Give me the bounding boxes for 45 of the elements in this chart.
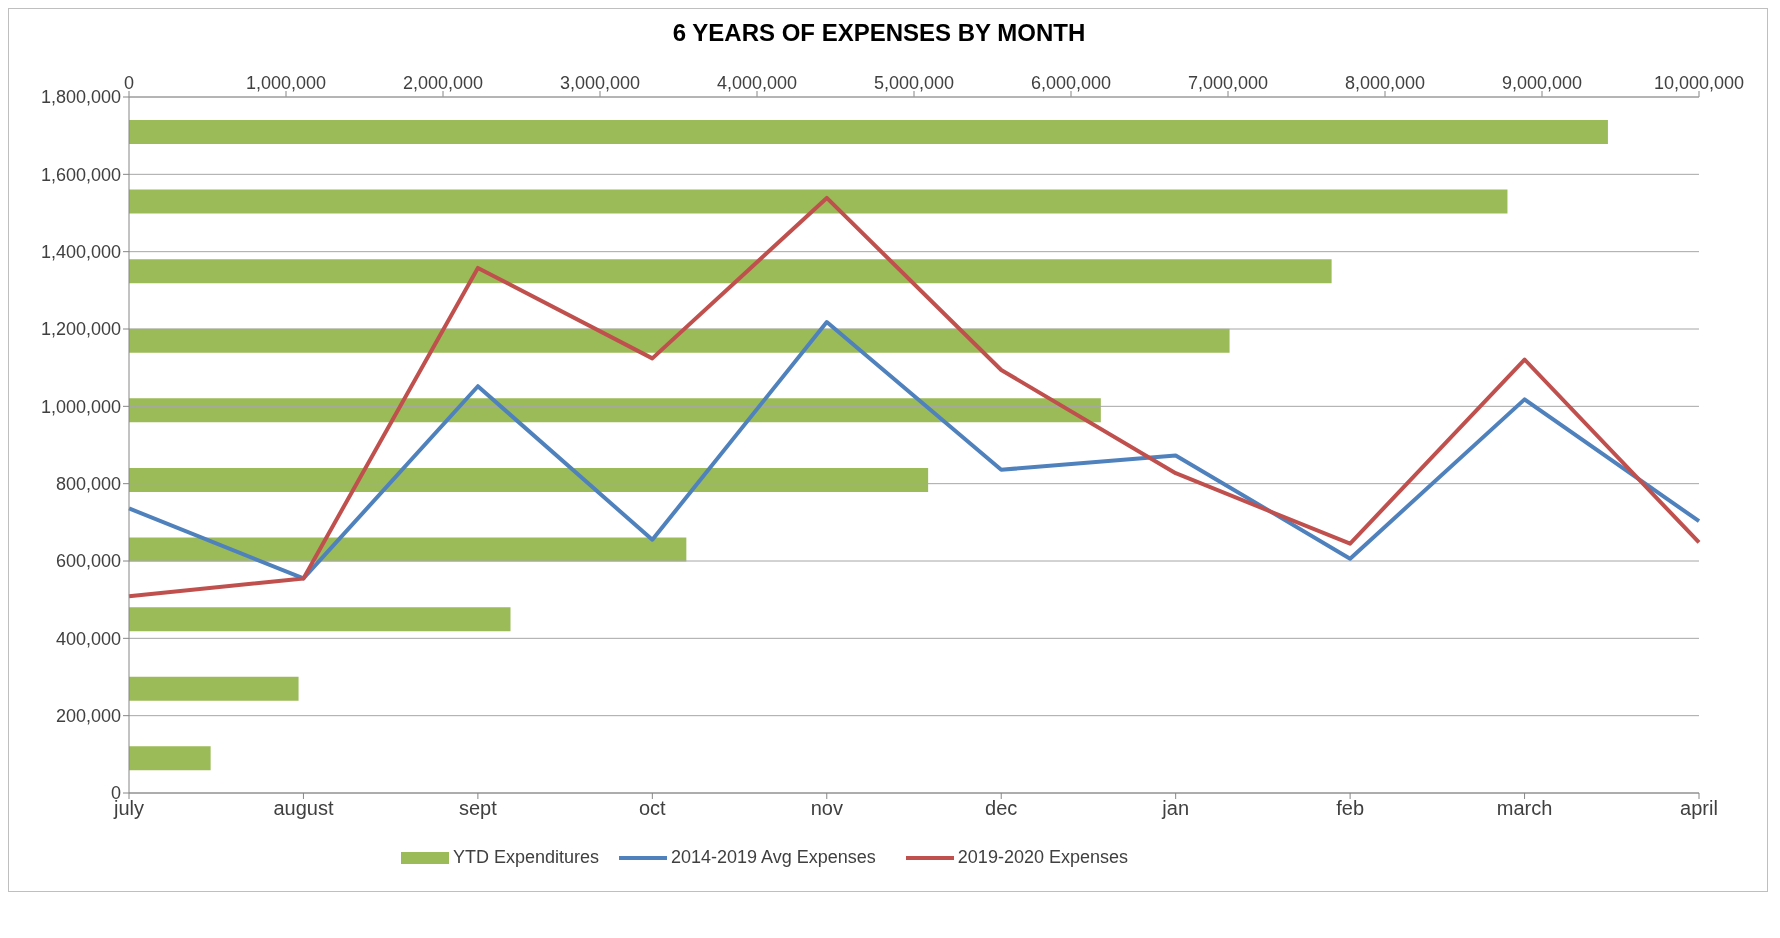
y-tick-label: 1,800,000 bbox=[40, 87, 121, 108]
y-tick-label: 1,000,000 bbox=[40, 396, 121, 417]
x-tick-label: 7,000,000 bbox=[1187, 73, 1269, 93]
x-tick-label: 10,000,000 bbox=[1653, 73, 1745, 93]
x-tick-label: oct bbox=[638, 797, 667, 820]
y-tick-label: 800,000 bbox=[55, 474, 121, 495]
x-tick-label: 6,000,000 bbox=[1030, 73, 1112, 93]
line-series bbox=[127, 195, 1701, 599]
bar bbox=[129, 746, 211, 771]
x-tick-label: 8,000,000 bbox=[1344, 73, 1426, 93]
x-tick-label: sept bbox=[458, 797, 498, 820]
x-tick-label: march bbox=[1496, 797, 1553, 820]
bar bbox=[129, 328, 1230, 353]
bar bbox=[129, 676, 299, 701]
x-tick-label: 3,000,000 bbox=[559, 73, 641, 93]
chart-title: 6 YEARS OF EXPENSES BY MONTH bbox=[671, 19, 1087, 47]
legend-label: 2019-2020 Expenses bbox=[957, 847, 1128, 868]
bar bbox=[129, 607, 511, 632]
legend-label: YTD Expenditures bbox=[452, 847, 599, 868]
x-tick-label: 1,000,000 bbox=[245, 73, 327, 93]
y-tick-label: 0 bbox=[110, 783, 121, 804]
x-tick-label: feb bbox=[1336, 797, 1365, 820]
x-tick-label: 4,000,000 bbox=[716, 73, 798, 93]
bar bbox=[129, 259, 1332, 284]
x-tick-label: dec bbox=[985, 797, 1018, 820]
x-tick-label: 5,000,000 bbox=[873, 73, 955, 93]
y-tick-label: 1,200,000 bbox=[40, 319, 121, 340]
bar bbox=[129, 467, 929, 492]
x-tick-label: 2,000,000 bbox=[402, 73, 484, 93]
y-tick-label: 1,400,000 bbox=[40, 242, 121, 263]
x-tick-label: 9,000,000 bbox=[1501, 73, 1583, 93]
line-series bbox=[127, 320, 1701, 581]
legend-label: 2014-2019 Avg Expenses bbox=[671, 847, 876, 868]
bar bbox=[129, 189, 1508, 214]
y-tick-label: 200,000 bbox=[55, 706, 121, 727]
y-tick-label: 1,600,000 bbox=[40, 164, 121, 185]
x-tick-label: nov bbox=[810, 797, 843, 820]
x-tick-label: 0 bbox=[123, 73, 135, 93]
y-tick-label: 400,000 bbox=[55, 628, 121, 649]
bar bbox=[129, 398, 1101, 423]
y-tick-label: 600,000 bbox=[55, 551, 121, 572]
x-tick-label: april bbox=[1680, 797, 1718, 820]
x-tick-label: august bbox=[273, 797, 334, 820]
bar bbox=[129, 119, 1608, 144]
x-tick-label: jan bbox=[1161, 797, 1190, 820]
